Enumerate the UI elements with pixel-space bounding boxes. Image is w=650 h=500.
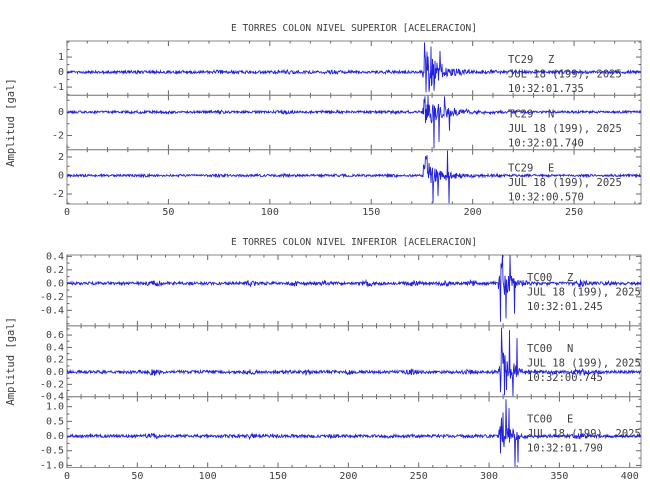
time-label: 10:32:00.570 <box>508 192 584 204</box>
date-label: JUL 18 (199), 2025 <box>508 123 622 135</box>
waveform-trace-TC29-N <box>67 95 641 149</box>
tick-marks <box>66 95 641 150</box>
y-tick-label: -1 <box>52 82 64 93</box>
y-tick-label: 0.0 <box>46 431 64 442</box>
station-label: TC00 <box>527 343 552 355</box>
y-tick-label: 0.4 <box>46 342 64 353</box>
y-tick-label: -2 <box>52 130 64 141</box>
date-label: JUL 18 (199), 2025 <box>508 69 622 81</box>
y-tick-label: -0.2 <box>40 379 64 390</box>
y-tick-label: 2 <box>58 152 64 163</box>
y-tick-label: 0 <box>58 107 64 118</box>
x-tick-label: 350 <box>550 471 568 482</box>
y-axis-label: Amplitud [gal] <box>5 317 17 406</box>
y-tick-label: 0.2 <box>46 355 64 366</box>
y-tick-label: 1 <box>58 52 64 63</box>
chart-panel-1: E TORRES COLON NIVEL INFERIOR [ACELERACI… <box>5 237 642 482</box>
x-tick-label: 250 <box>410 471 428 482</box>
station-label: TC29 <box>508 163 533 175</box>
y-axis-label: Amplitud [gal] <box>5 78 17 167</box>
x-tick-label: 250 <box>565 207 583 218</box>
subplot-frame <box>66 149 642 205</box>
channel-label: N <box>567 343 573 355</box>
station-label: TC29 <box>508 108 533 120</box>
y-tick-label: 0.5 <box>46 416 64 427</box>
y-tick-label: 0.0 <box>46 278 64 289</box>
x-tick-label: 200 <box>464 207 482 218</box>
x-tick-label: 50 <box>131 471 143 482</box>
tick-marks <box>66 255 641 326</box>
x-tick-label: 0 <box>64 207 70 218</box>
date-label: JUL 18 (199), 2025 <box>508 177 622 189</box>
time-label: 10:32:01.245 <box>527 301 603 313</box>
y-tick-label: -0.5 <box>40 446 64 457</box>
y-tick-label: 0.0 <box>46 367 64 378</box>
y-tick-label: -0.4 <box>40 392 64 403</box>
time-label: 10:32:01.790 <box>527 443 603 455</box>
waveform-trace-TC29-Z <box>67 42 641 93</box>
tick-marks <box>66 41 641 96</box>
y-tick-label: 0 <box>58 170 64 181</box>
x-tick-label: 150 <box>362 207 380 218</box>
waveform-trace-TC00-N <box>67 327 641 397</box>
channel-label: Z <box>567 272 573 284</box>
x-tick-label: 300 <box>480 471 498 482</box>
station-label: TC00 <box>527 272 552 284</box>
chart-title: E TORRES COLON NIVEL SUPERIOR [ACELERACI… <box>231 23 477 34</box>
tick-marks <box>66 396 641 468</box>
y-tick-label: 0.6 <box>46 330 64 341</box>
date-label: JUL 18 (199), 2025 <box>527 287 641 299</box>
chart-title: E TORRES COLON NIVEL INFERIOR [ACELERACI… <box>231 237 477 248</box>
date-label: JUL 18 (199), 2025 <box>527 428 641 440</box>
time-label: 10:32:00.745 <box>527 372 603 384</box>
channel-label: E <box>567 414 573 426</box>
x-tick-label: 0 <box>64 471 70 482</box>
station-label: TC29 <box>508 54 533 66</box>
waveform-trace-TC29-E <box>67 150 641 204</box>
x-tick-label: 50 <box>162 207 174 218</box>
y-tick-label: 1.0 <box>46 402 64 413</box>
channel-label: N <box>548 108 554 120</box>
waveform-trace-TC00-E <box>67 399 641 467</box>
y-tick-label: 0 <box>58 67 64 78</box>
channel-label: E <box>548 163 554 175</box>
y-tick-label: -0.2 <box>40 292 64 303</box>
time-label: 10:32:01.735 <box>508 83 584 95</box>
channel-label: Z <box>548 54 554 66</box>
x-tick-label: 100 <box>199 471 217 482</box>
station-label: TC00 <box>527 414 552 426</box>
tick-marks <box>66 149 641 204</box>
y-tick-label: -1.0 <box>40 460 64 471</box>
x-tick-label: 200 <box>339 471 357 482</box>
y-tick-label: -0.4 <box>40 305 64 316</box>
y-tick-label: 0.2 <box>46 265 64 276</box>
x-tick-label: 150 <box>269 471 287 482</box>
time-label: 10:32:01.740 <box>508 137 584 149</box>
x-tick-label: 400 <box>621 471 639 482</box>
waveform-trace-TC00-Z <box>67 255 641 322</box>
y-tick-label: 0.4 <box>46 251 64 262</box>
date-label: JUL 18 (199), 2025 <box>527 357 641 369</box>
subplot-frame <box>66 396 642 469</box>
y-tick-label: -2 <box>52 189 64 200</box>
chart-panel-0: E TORRES COLON NIVEL SUPERIOR [ACELERACI… <box>5 23 642 218</box>
x-tick-label: 100 <box>261 207 279 218</box>
